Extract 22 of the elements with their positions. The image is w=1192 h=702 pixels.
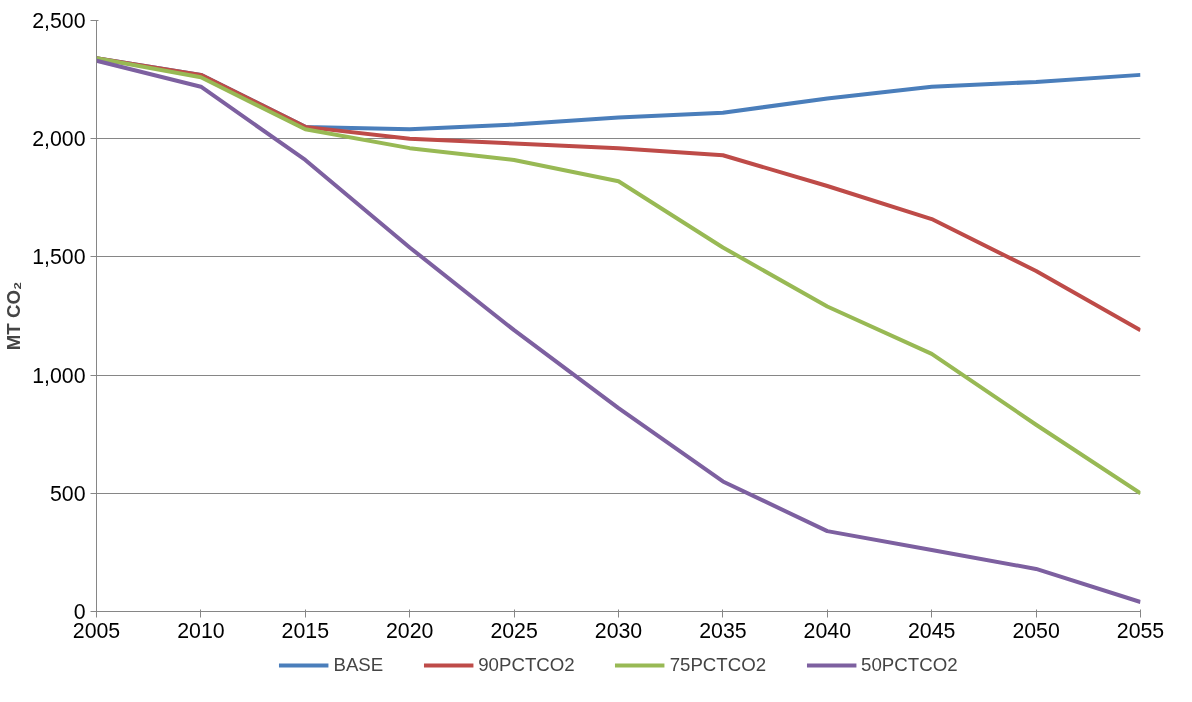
y-tick-label: 1,000	[32, 363, 86, 388]
y-tick-label: 2,500	[32, 9, 86, 33]
y-tick-label: 500	[49, 481, 86, 506]
x-tick-label: 2015	[281, 618, 330, 643]
legend-label: BASE	[333, 654, 384, 676]
x-tick-label: 2045	[907, 618, 956, 643]
x-tick-label: 2040	[803, 618, 852, 643]
y-axis-title: MT CO₂	[3, 281, 25, 351]
legend-label: 90PCTCO2	[478, 654, 575, 676]
line-series	[96, 56, 1141, 496]
x-tick-label: 2030	[594, 618, 643, 643]
x-tick-label: 2010	[177, 618, 225, 643]
legend-label: 50PCTCO2	[861, 654, 958, 676]
y-tick-label: 2,000	[32, 127, 86, 152]
legend-label: 75PCTCO2	[669, 654, 767, 676]
x-tick-label: 2025	[490, 618, 538, 643]
line-series	[96, 58, 1141, 605]
x-tick-label: 2020	[385, 618, 434, 643]
x-tick-label: 2050	[1012, 618, 1060, 643]
x-tick-label: 2035	[699, 618, 747, 643]
x-tick-label: 2055	[1116, 618, 1165, 643]
y-tick-label: 1,500	[32, 245, 86, 270]
